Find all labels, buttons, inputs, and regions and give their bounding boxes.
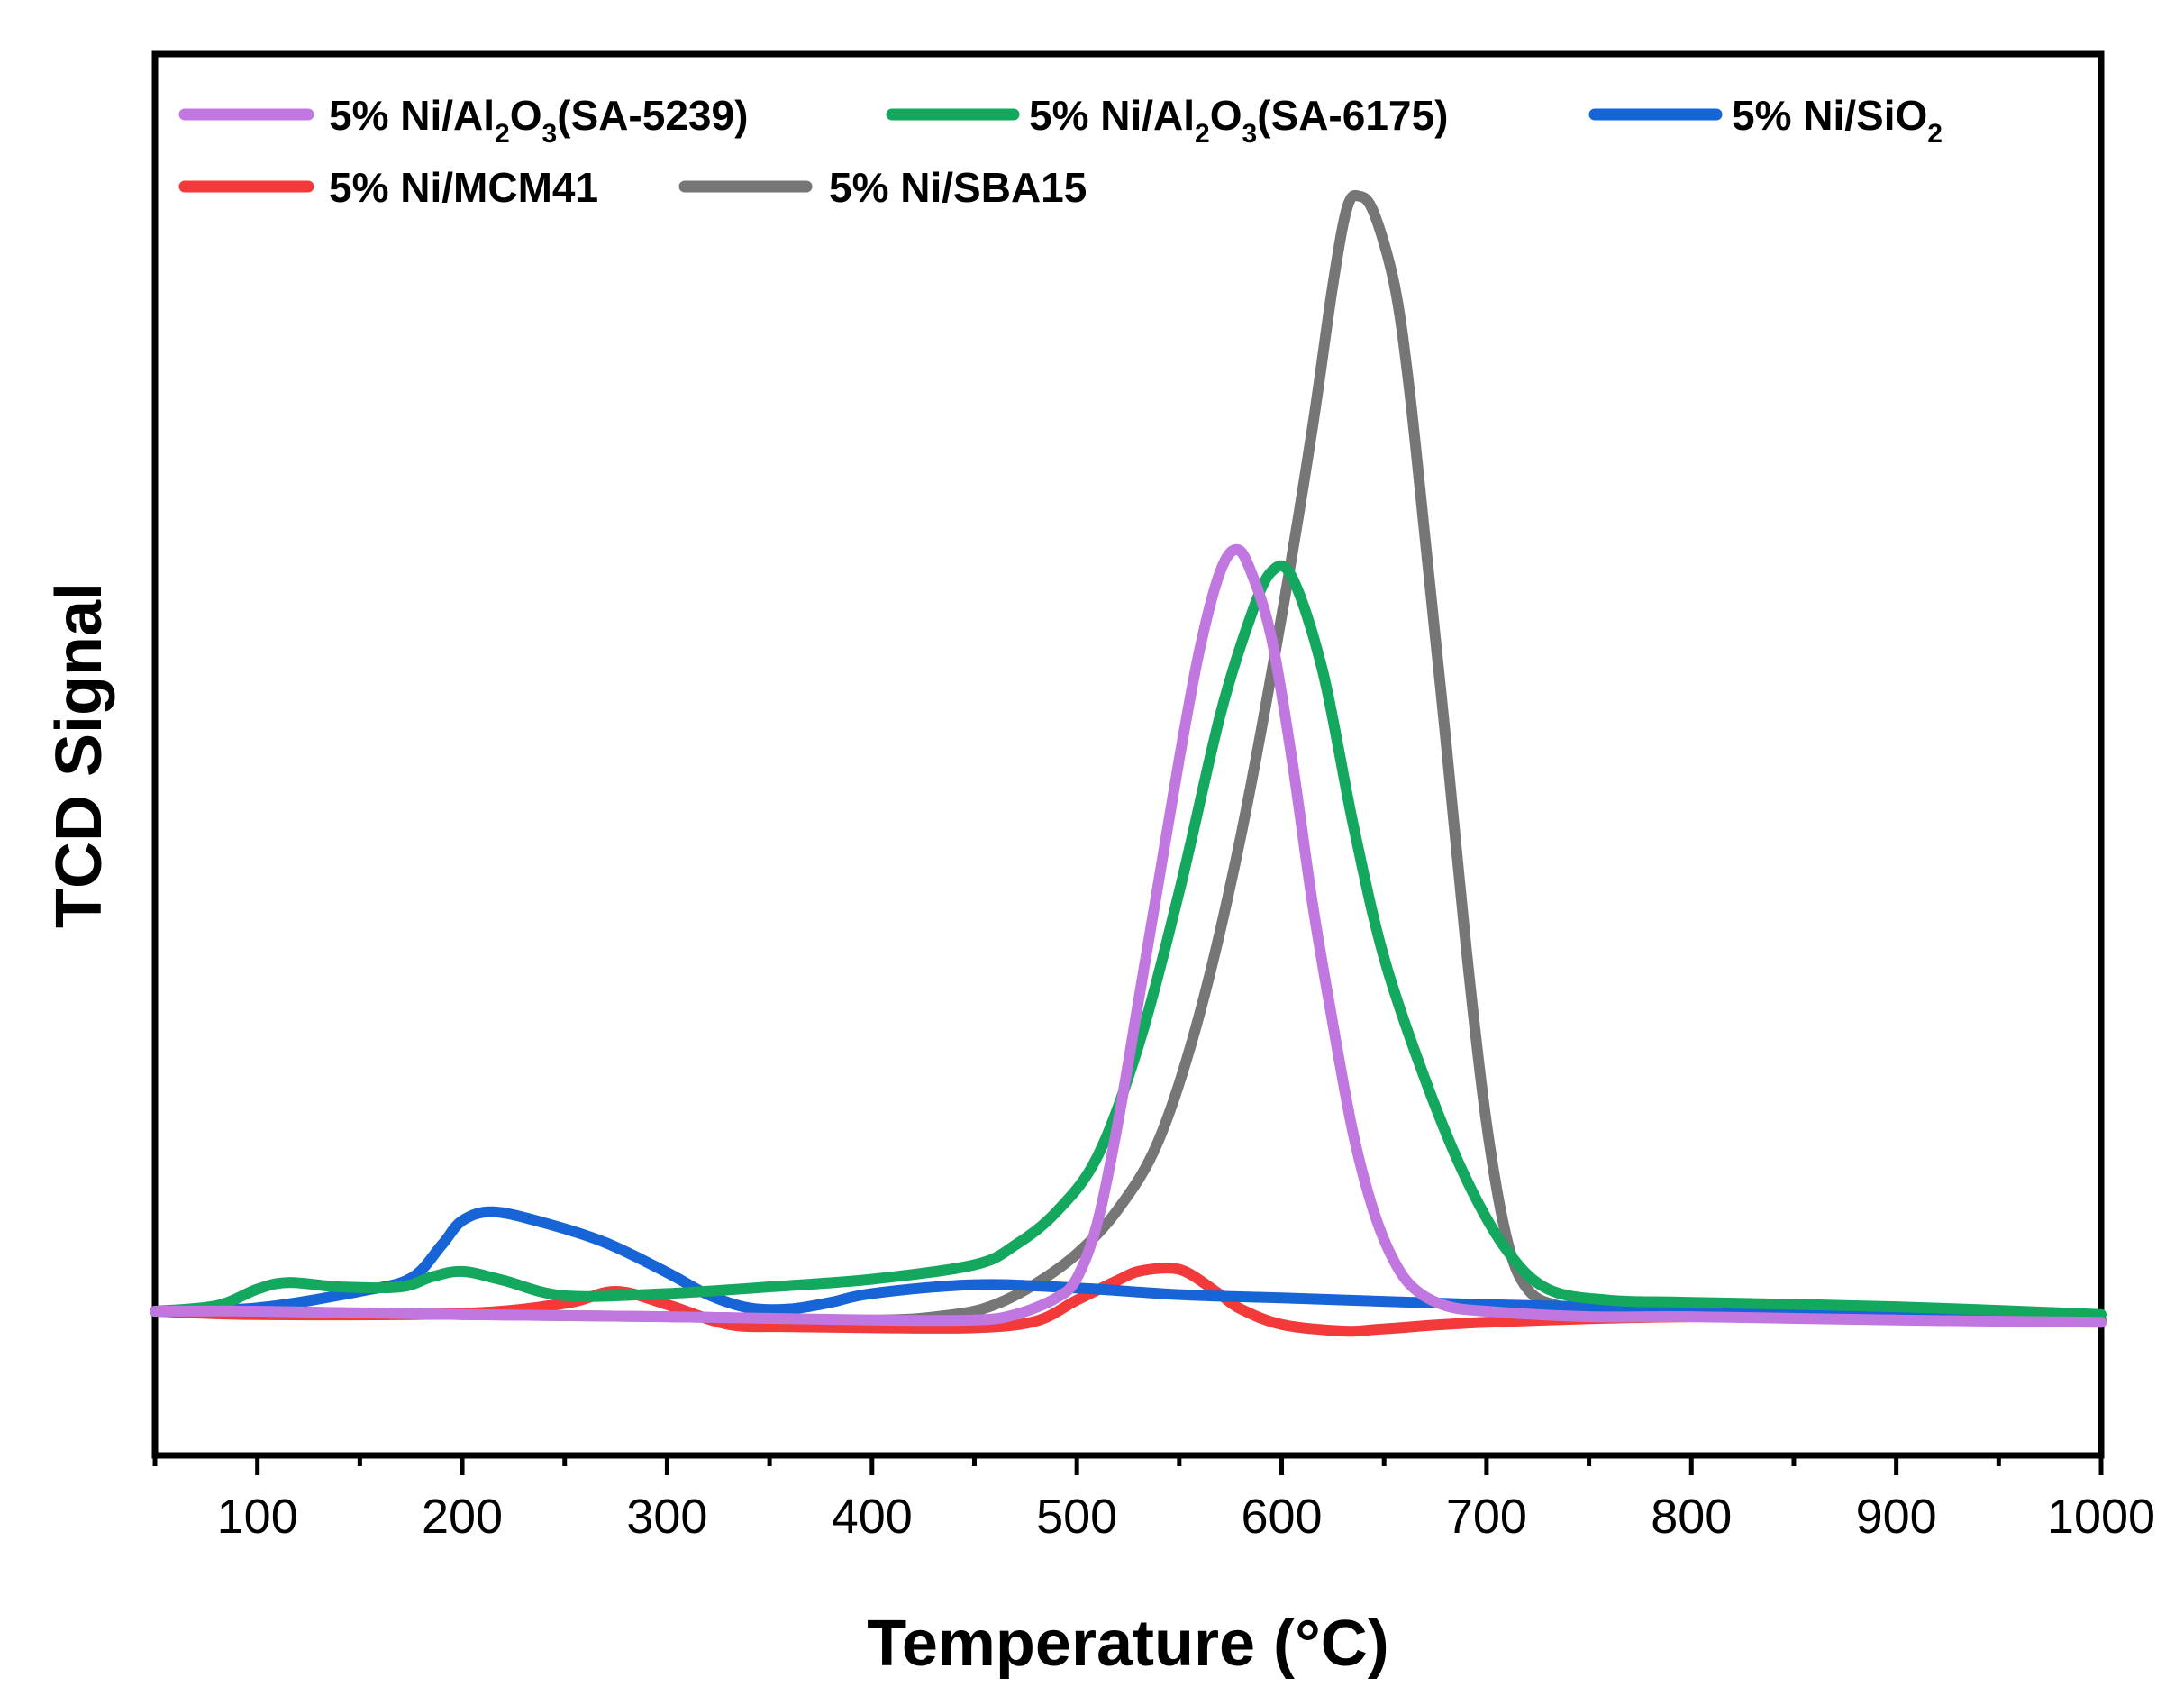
series-layer [150, 189, 2107, 1337]
legend-label-sio2: 5% Ni/SiO2 [1732, 92, 1943, 149]
legend: 5% Ni/Al2O3(SA-5239) 5% Ni/Al2O3(SA-6175… [178, 92, 1943, 211]
series-line-sba15 [150, 189, 2107, 1326]
y-axis-title: TCD Signal [43, 582, 115, 928]
x-tick-label: 600 [1241, 1490, 1322, 1544]
legend-label-al2o3-sa6175: 5% Ni/Al2O3(SA-6175) [1029, 92, 1448, 149]
x-tick-label: 1000 [2047, 1490, 2155, 1544]
x-tick-label: 200 [422, 1490, 503, 1544]
x-tick-label: 400 [832, 1490, 913, 1544]
legend-label-mcm41: 5% Ni/MCM41 [329, 164, 598, 211]
series-line-al2o3-sa5239 [150, 543, 2107, 1328]
legend-label-al2o3-sa5239: 5% Ni/Al2O3(SA-5239) [329, 92, 748, 149]
x-tick-label: 100 [217, 1490, 298, 1544]
x-tick-label: 800 [1651, 1490, 1732, 1544]
x-axis-title: Temperature (°C) [867, 1608, 1389, 1680]
plot-frame [151, 50, 2105, 1459]
x-tick-label: 500 [1036, 1490, 1117, 1544]
series-line-sio2 [150, 1206, 2107, 1328]
legend-label-sba15: 5% Ni/SBA15 [829, 164, 1087, 211]
x-tick-label: 700 [1446, 1490, 1527, 1544]
series-line-al2o3-sa6175 [150, 560, 2107, 1320]
x-tick-label: 900 [1856, 1490, 1937, 1544]
x-axis-ticks: 100 200 300 400 500 600 700 800 900 1000 [152, 1455, 2155, 1544]
x-tick-label: 300 [626, 1490, 707, 1544]
